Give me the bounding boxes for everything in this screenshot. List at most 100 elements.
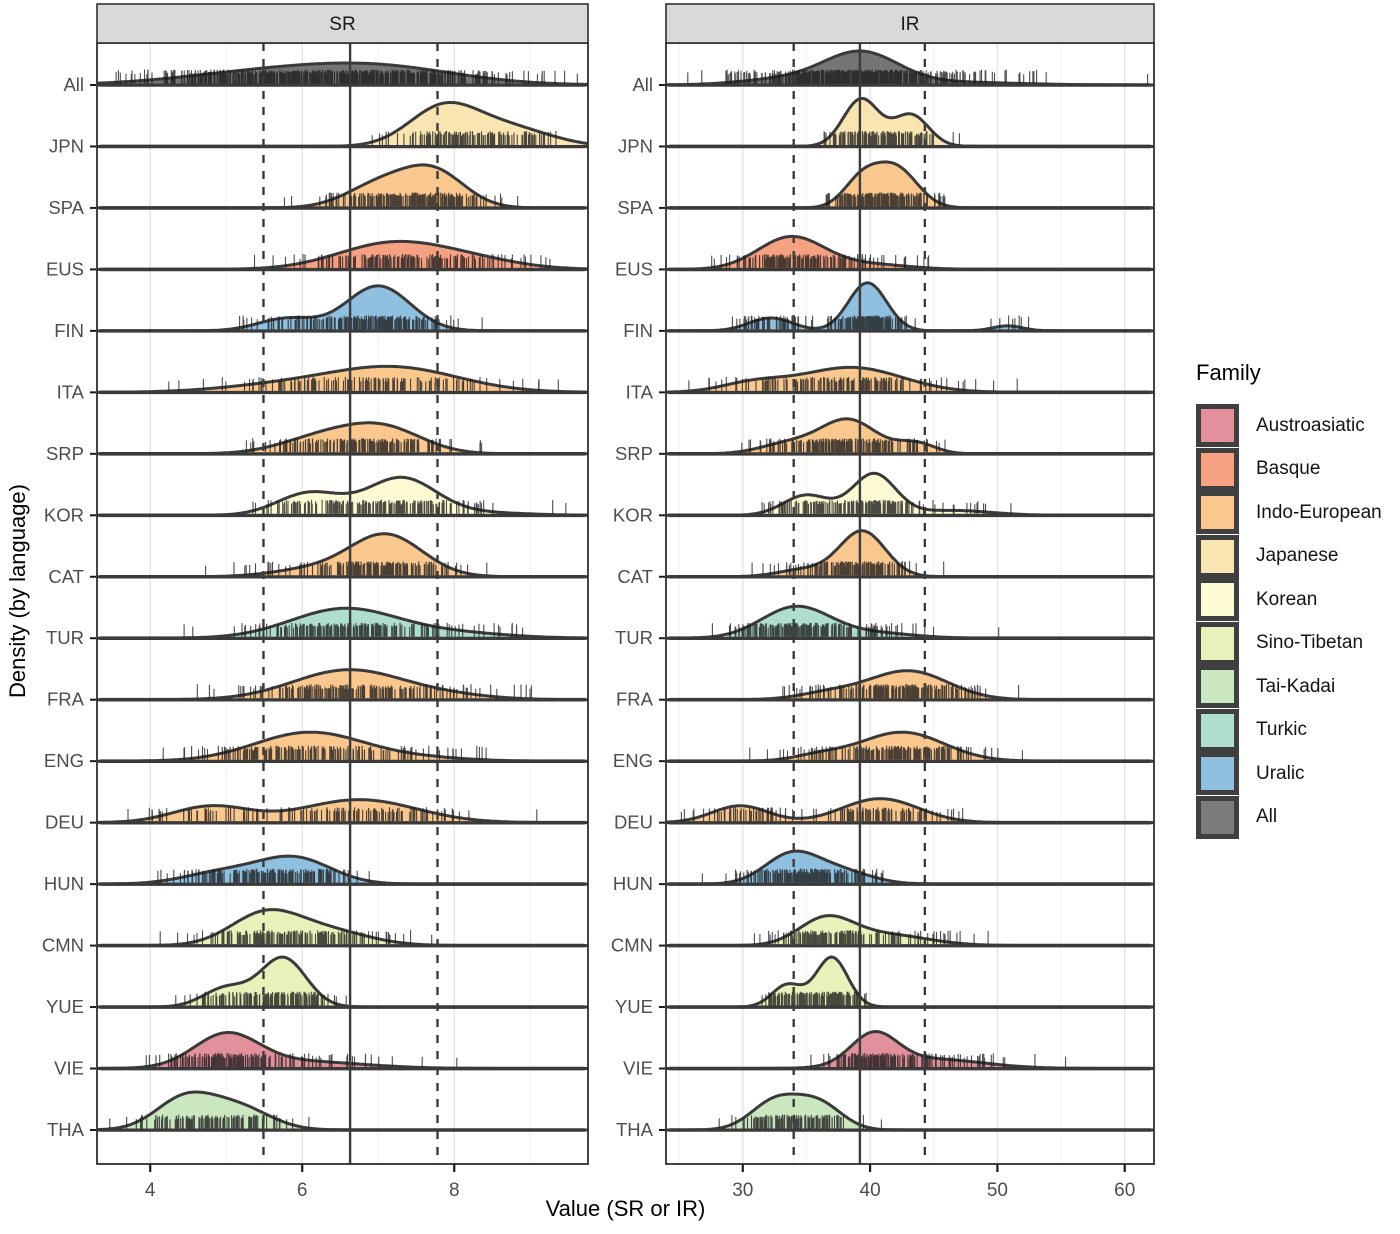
rug-FRA bbox=[196, 684, 532, 699]
legend-swatch bbox=[1196, 621, 1239, 665]
row-label-CAT: CAT bbox=[48, 566, 84, 587]
legend-item-indo-european: Indo-European bbox=[1196, 491, 1396, 534]
reference-lines bbox=[792, 43, 927, 1164]
rug-FRA bbox=[782, 684, 1020, 699]
legend-label: Austroasiatic bbox=[1256, 414, 1365, 436]
row-label-EUS: EUS bbox=[46, 258, 84, 279]
rug-All bbox=[687, 69, 1149, 84]
ridge-KOR bbox=[97, 475, 588, 517]
row-label-TUR: TUR bbox=[615, 627, 653, 648]
legend-item-turkic: Turkic bbox=[1196, 708, 1396, 752]
row-label-THA: THA bbox=[616, 1119, 654, 1140]
panel-background bbox=[666, 43, 1154, 1164]
ridge-CAT bbox=[666, 529, 1154, 579]
legend-label: Turkic bbox=[1256, 719, 1308, 740]
ridge-CMN bbox=[97, 908, 588, 948]
rug-CAT bbox=[751, 561, 945, 576]
ridge-FIN bbox=[97, 284, 588, 333]
row-label-HUN: HUN bbox=[613, 873, 653, 894]
rug-KOR bbox=[252, 499, 567, 514]
row-label-All: All bbox=[63, 74, 84, 95]
rug-TUR bbox=[711, 622, 1000, 637]
rug-DEU bbox=[680, 807, 964, 822]
legend-item-uralic: Uralic bbox=[1196, 752, 1396, 795]
ridge-SPA bbox=[666, 160, 1154, 210]
legend-swatch bbox=[1196, 578, 1239, 621]
row-label-SPA: SPA bbox=[617, 197, 653, 218]
rug-VIE bbox=[145, 1053, 458, 1067]
row-label-YUE: YUE bbox=[46, 996, 84, 1017]
facet-strip bbox=[96, 3, 589, 44]
ridge-EUS bbox=[97, 239, 588, 271]
ridges bbox=[97, 61, 588, 1132]
rug-CMN bbox=[159, 930, 433, 945]
x-tick-label: 60 bbox=[1114, 1180, 1135, 1201]
rug-YUE bbox=[175, 991, 347, 1006]
rug-SRP bbox=[741, 438, 946, 453]
rug-ENG bbox=[162, 745, 487, 760]
legend-label: All bbox=[1256, 806, 1278, 827]
legend-item-austroasiatic: Austroasiatic bbox=[1196, 404, 1396, 447]
row-label-VIE: VIE bbox=[623, 1058, 653, 1079]
row-label-TUR: TUR bbox=[46, 627, 84, 648]
x-tick-label: 30 bbox=[732, 1180, 753, 1201]
row-label-FIN: FIN bbox=[623, 320, 653, 341]
legend-item-japanese: Japanese bbox=[1196, 534, 1396, 578]
rug-ITA bbox=[168, 376, 559, 391]
rug-ITA bbox=[688, 376, 1018, 391]
x-tick-label: 50 bbox=[987, 1180, 1008, 1201]
rug-VIE bbox=[810, 1053, 1067, 1067]
x-tick-label: 6 bbox=[297, 1180, 308, 1201]
row-label-KOR: KOR bbox=[613, 504, 653, 525]
facet-strip bbox=[665, 3, 1155, 44]
ridge-YUE bbox=[97, 955, 588, 1009]
legend-item-tai-kadai: Tai-Kadai bbox=[1196, 665, 1396, 708]
ridge-ENG bbox=[97, 730, 588, 763]
ridge-SRP bbox=[97, 421, 588, 456]
row-label-CMN: CMN bbox=[42, 935, 84, 956]
ridge-CAT bbox=[97, 532, 588, 579]
rug-CMN bbox=[753, 930, 989, 945]
row-label-ITA: ITA bbox=[57, 381, 85, 402]
legend-swatch bbox=[1196, 708, 1239, 752]
x-tick-label: 4 bbox=[145, 1180, 156, 1201]
rug-EUS bbox=[253, 254, 551, 268]
rug-All bbox=[115, 69, 578, 84]
row-label-FRA: FRA bbox=[616, 689, 654, 710]
rug-ENG bbox=[749, 745, 1023, 760]
rug-SPA bbox=[825, 192, 946, 207]
facet-strip-label: IR bbox=[901, 14, 920, 35]
legend-label: Japanese bbox=[1256, 545, 1339, 566]
rug-KOR bbox=[761, 499, 1012, 514]
x-tick-label: 8 bbox=[449, 1180, 460, 1201]
legend-swatch bbox=[1196, 447, 1239, 491]
ridge-FRA bbox=[97, 668, 588, 702]
row-label-All: All bbox=[632, 74, 653, 95]
row-label-JPN: JPN bbox=[618, 135, 653, 156]
legend-label: Indo-European bbox=[1256, 501, 1382, 523]
rug-CAT bbox=[205, 561, 488, 576]
ridges bbox=[666, 49, 1154, 1132]
x-axis-title: Value (SR or IR) bbox=[545, 1196, 706, 1221]
rug-TUR bbox=[183, 622, 524, 637]
rug-THA bbox=[718, 1114, 882, 1129]
legend-swatch bbox=[1196, 795, 1239, 839]
x-tick-label: 40 bbox=[860, 1180, 881, 1201]
row-label-EUS: EUS bbox=[615, 258, 653, 279]
y-axis-title: Density (by language) bbox=[5, 484, 30, 699]
legend-item-korean: Korean bbox=[1196, 578, 1396, 621]
ridge-ITA bbox=[97, 364, 588, 394]
ridge-SPA bbox=[97, 163, 588, 210]
row-label-SRP: SRP bbox=[46, 443, 84, 464]
legend-item-basque: Basque bbox=[1196, 447, 1396, 491]
legend-item-all: All bbox=[1196, 795, 1396, 839]
legend-items: Austroasiatic Basque Indo-European Japanese… bbox=[1196, 404, 1396, 839]
legend-label: Basque bbox=[1256, 458, 1321, 479]
rug-SRP bbox=[245, 438, 483, 453]
row-label-ENG: ENG bbox=[613, 750, 653, 771]
row-label-CAT: CAT bbox=[617, 566, 653, 587]
legend-title: Family bbox=[1196, 360, 1261, 385]
legend-label: Sino-Tibetan bbox=[1256, 632, 1364, 653]
row-label-HUN: HUN bbox=[44, 873, 84, 894]
